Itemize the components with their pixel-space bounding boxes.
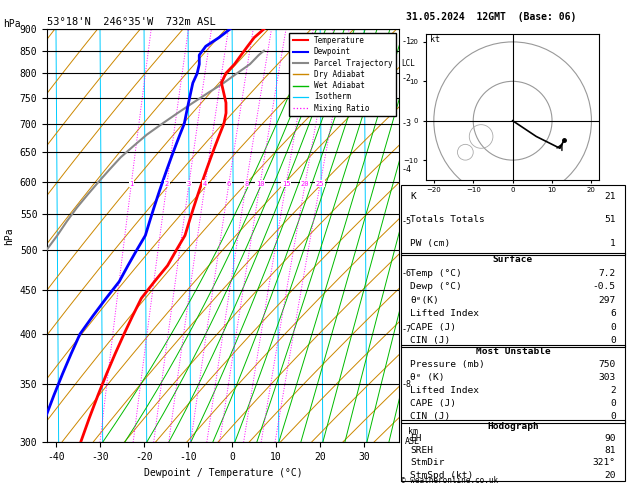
Y-axis label: hPa: hPa: [4, 227, 14, 244]
Text: 3: 3: [187, 180, 191, 187]
Text: 15: 15: [282, 180, 291, 187]
Text: θᵉ (K): θᵉ (K): [410, 373, 445, 382]
Text: PW (cm): PW (cm): [410, 239, 450, 248]
Text: K: K: [410, 192, 416, 201]
Text: 0: 0: [610, 323, 616, 331]
Text: θᵉ(K): θᵉ(K): [410, 295, 439, 305]
Text: 2: 2: [165, 180, 169, 187]
Legend: Temperature, Dewpoint, Parcel Trajectory, Dry Adiabat, Wet Adiabat, Isotherm, Mi: Temperature, Dewpoint, Parcel Trajectory…: [289, 33, 396, 116]
Text: 20: 20: [604, 470, 616, 480]
Text: 303: 303: [598, 373, 616, 382]
Text: -3: -3: [402, 119, 411, 128]
Text: 51: 51: [604, 215, 616, 225]
Text: StmDir: StmDir: [410, 458, 445, 468]
Text: 81: 81: [604, 446, 616, 455]
Text: 0: 0: [610, 336, 616, 345]
Text: Surface: Surface: [493, 255, 533, 264]
Text: -4: -4: [402, 165, 411, 174]
Text: -7: -7: [402, 325, 411, 334]
Text: 21: 21: [604, 192, 616, 201]
Text: 321°: 321°: [593, 458, 616, 468]
Text: StmSpd (kt): StmSpd (kt): [410, 470, 474, 480]
Text: CAPE (J): CAPE (J): [410, 399, 456, 408]
Text: LCL: LCL: [402, 59, 416, 68]
Text: -8: -8: [402, 380, 411, 389]
Text: kt: kt: [430, 35, 440, 44]
Text: CAPE (J): CAPE (J): [410, 323, 456, 331]
Text: -6: -6: [402, 269, 411, 278]
Text: CIN (J): CIN (J): [410, 412, 450, 421]
Text: 2: 2: [610, 386, 616, 395]
Text: © weatheronline.co.uk: © weatheronline.co.uk: [401, 476, 498, 485]
Text: Hodograph: Hodograph: [487, 422, 539, 431]
Text: 6: 6: [610, 309, 616, 318]
Text: 750: 750: [598, 360, 616, 369]
Text: 0: 0: [610, 399, 616, 408]
Text: 1: 1: [610, 239, 616, 248]
Text: 25: 25: [316, 180, 325, 187]
Text: Most Unstable: Most Unstable: [476, 347, 550, 356]
Text: -1: -1: [402, 37, 411, 46]
Text: 20: 20: [301, 180, 309, 187]
Text: 297: 297: [598, 295, 616, 305]
Text: 90: 90: [604, 434, 616, 443]
Text: Dewp (°C): Dewp (°C): [410, 282, 462, 291]
Text: 0: 0: [610, 412, 616, 421]
Text: EH: EH: [410, 434, 421, 443]
Text: Lifted Index: Lifted Index: [410, 386, 479, 395]
Text: hPa: hPa: [3, 19, 21, 30]
Text: 31.05.2024  12GMT  (Base: 06): 31.05.2024 12GMT (Base: 06): [406, 12, 576, 22]
Text: km
ASL: km ASL: [405, 427, 420, 446]
Text: 6: 6: [227, 180, 231, 187]
Text: CIN (J): CIN (J): [410, 336, 450, 345]
Text: 1: 1: [129, 180, 133, 187]
Text: Temp (°C): Temp (°C): [410, 269, 462, 278]
Text: 7.2: 7.2: [598, 269, 616, 278]
Text: -2: -2: [402, 74, 411, 83]
Text: 8: 8: [244, 180, 248, 187]
Text: 10: 10: [256, 180, 264, 187]
Text: SREH: SREH: [410, 446, 433, 455]
Text: Lifted Index: Lifted Index: [410, 309, 479, 318]
Text: 53°18'N  246°35'W  732m ASL: 53°18'N 246°35'W 732m ASL: [47, 17, 216, 27]
Text: Totals Totals: Totals Totals: [410, 215, 485, 225]
Text: -5: -5: [402, 217, 411, 226]
Text: Pressure (mb): Pressure (mb): [410, 360, 485, 369]
Text: -0.5: -0.5: [593, 282, 616, 291]
Text: 4: 4: [203, 180, 208, 187]
X-axis label: Dewpoint / Temperature (°C): Dewpoint / Temperature (°C): [144, 468, 303, 478]
